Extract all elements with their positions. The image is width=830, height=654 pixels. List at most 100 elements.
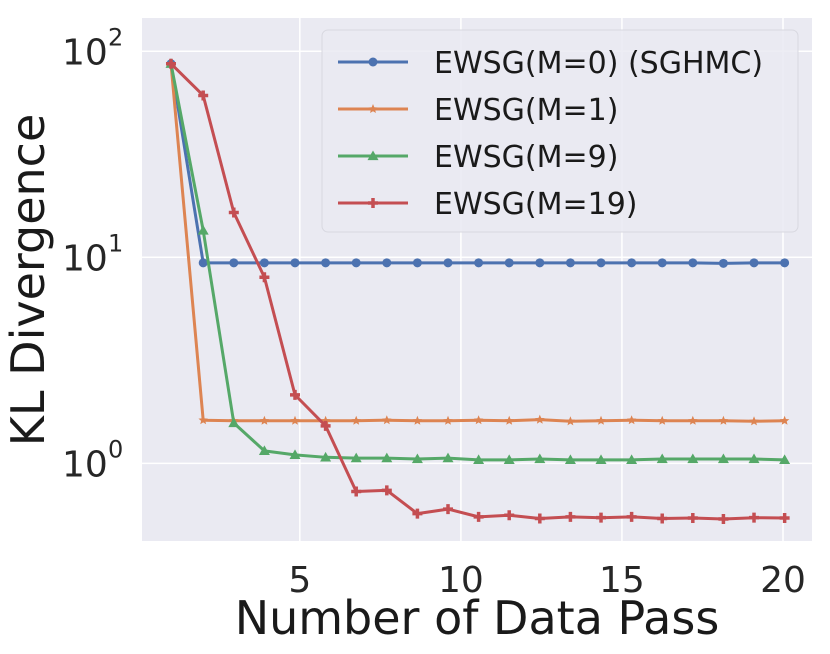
data-point bbox=[320, 420, 331, 431]
data-point bbox=[717, 453, 729, 464]
data-point bbox=[565, 511, 576, 522]
x-tick-labels: 5 10 15 20 bbox=[288, 560, 806, 601]
legend-item: EWSG(M=19) bbox=[338, 187, 638, 222]
data-point bbox=[657, 258, 667, 268]
data-point bbox=[627, 258, 637, 268]
series-layer bbox=[165, 58, 791, 525]
data-point bbox=[351, 415, 361, 425]
data-point bbox=[718, 258, 728, 268]
legend-label: EWSG(M=1) bbox=[434, 93, 618, 128]
data-point bbox=[657, 513, 668, 524]
data-point bbox=[504, 510, 515, 521]
legend-item: EWSG(M=0) (SGHMC) bbox=[338, 46, 763, 81]
data-point bbox=[596, 258, 606, 268]
legend-item: EWSG(M=9) bbox=[338, 140, 618, 175]
data-point bbox=[321, 258, 331, 268]
data-point bbox=[779, 513, 790, 524]
y-tick-label: 10 2 bbox=[62, 23, 123, 73]
data-point bbox=[504, 415, 514, 425]
legend-label: EWSG(M=19) bbox=[434, 187, 638, 222]
data-point bbox=[443, 504, 454, 515]
data-point bbox=[259, 415, 270, 425]
data-point bbox=[289, 449, 301, 459]
legend-label: EWSG(M=0) (SGHMC) bbox=[434, 46, 763, 81]
data-point bbox=[657, 415, 667, 425]
data-point bbox=[779, 454, 791, 464]
y-tick-label: 10 1 bbox=[62, 229, 123, 279]
data-point bbox=[656, 453, 668, 464]
data-point bbox=[412, 258, 422, 268]
data-point bbox=[626, 415, 637, 425]
data-point bbox=[749, 258, 759, 268]
y-tick-exponent: 2 bbox=[108, 23, 123, 51]
data-point bbox=[290, 258, 300, 268]
data-point bbox=[565, 416, 576, 426]
data-point bbox=[381, 452, 393, 463]
x-tick-label: 15 bbox=[599, 560, 645, 601]
series-group bbox=[165, 58, 790, 525]
y-tick-base: 10 bbox=[62, 238, 108, 279]
data-point bbox=[442, 452, 454, 463]
x-tick-label: 20 bbox=[760, 560, 806, 601]
data-point bbox=[198, 258, 208, 268]
data-point bbox=[565, 258, 575, 268]
data-point bbox=[503, 454, 515, 464]
legend-marker bbox=[368, 104, 378, 114]
data-point bbox=[412, 508, 423, 519]
data-point bbox=[535, 414, 545, 424]
data-point bbox=[687, 513, 698, 524]
y-tick-label: 10 0 bbox=[62, 435, 123, 485]
y-axis-title: KL Divergence bbox=[1, 114, 55, 447]
data-point bbox=[749, 416, 759, 426]
data-point bbox=[320, 451, 332, 462]
data-point bbox=[473, 511, 484, 522]
legend-label: EWSG(M=9) bbox=[434, 140, 618, 175]
data-point bbox=[381, 485, 392, 496]
data-point bbox=[504, 258, 514, 268]
data-point bbox=[165, 58, 176, 69]
legend-marker bbox=[368, 198, 378, 208]
data-point bbox=[320, 415, 331, 425]
data-point bbox=[198, 415, 208, 425]
y-tick-exponent: 1 bbox=[108, 229, 123, 257]
data-point bbox=[534, 513, 545, 524]
data-point bbox=[534, 453, 546, 464]
data-point bbox=[718, 514, 729, 525]
series-group bbox=[166, 58, 790, 426]
data-point bbox=[259, 258, 269, 268]
data-point bbox=[718, 415, 729, 425]
data-point bbox=[228, 207, 239, 218]
legend-marker bbox=[367, 150, 379, 161]
data-point bbox=[382, 415, 392, 425]
x-tick-label: 5 bbox=[288, 560, 311, 601]
y-tick-base: 10 bbox=[62, 444, 108, 485]
y-tick-base: 10 bbox=[62, 32, 108, 73]
data-point bbox=[687, 453, 699, 464]
data-point bbox=[779, 415, 790, 425]
data-point bbox=[596, 415, 606, 425]
data-point bbox=[626, 454, 638, 464]
y-tick-exponent: 0 bbox=[108, 435, 123, 463]
data-point bbox=[198, 90, 209, 101]
data-point bbox=[780, 258, 790, 268]
data-point bbox=[564, 454, 576, 464]
data-point bbox=[535, 258, 545, 268]
data-point bbox=[382, 258, 392, 268]
data-point bbox=[197, 224, 209, 235]
data-point bbox=[258, 445, 270, 455]
data-point bbox=[473, 454, 485, 464]
legend: EWSG(M=0) (SGHMC) EWSG(M=1) EWSG(M=9) EWSG(… bbox=[321, 29, 799, 233]
data-point bbox=[290, 415, 300, 425]
data-point bbox=[443, 415, 453, 425]
data-point bbox=[443, 258, 453, 268]
data-point bbox=[473, 415, 484, 425]
legend-item: EWSG(M=1) bbox=[338, 93, 618, 128]
data-point bbox=[412, 415, 423, 425]
data-point bbox=[626, 511, 637, 522]
x-axis-title: Number of Data Pass bbox=[235, 591, 720, 645]
data-point bbox=[688, 415, 698, 425]
data-point bbox=[290, 389, 301, 400]
x-tick-label: 10 bbox=[438, 560, 484, 601]
